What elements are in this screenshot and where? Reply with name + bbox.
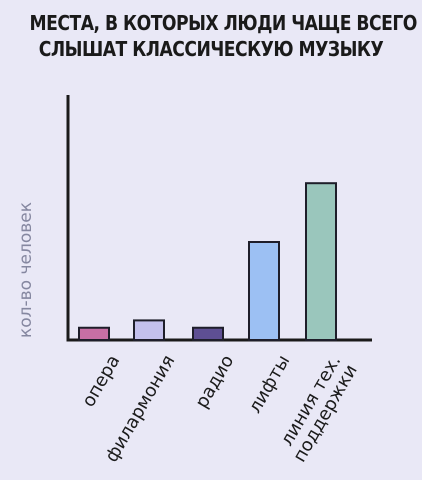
chart-title-line-1: МЕСТА, В КОТОРЫХ ЛЮДИ ЧАЩЕ ВСЕГО bbox=[29, 11, 418, 35]
chart-title: МЕСТА, В КОТОРЫХ ЛЮДИ ЧАЩЕ ВСЕГО СЛЫШАТ … bbox=[29, 10, 418, 62]
bar-4 bbox=[248, 241, 280, 341]
bar-3 bbox=[192, 326, 224, 341]
bar-2 bbox=[133, 319, 165, 341]
chart-title-line-2: СЛЫШАТ КЛАССИЧЕСКУЮ МУЗЫКУ bbox=[38, 37, 384, 61]
bar-1 bbox=[78, 326, 110, 341]
bar-5 bbox=[305, 182, 337, 341]
